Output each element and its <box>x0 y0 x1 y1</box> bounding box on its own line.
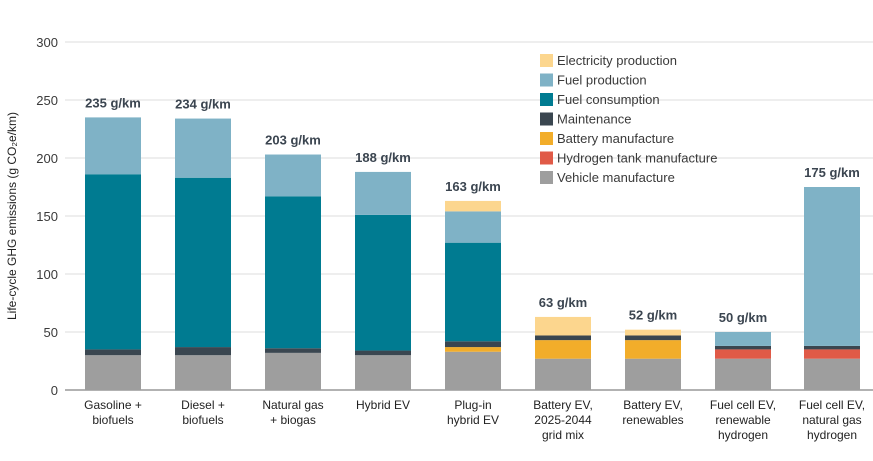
x-category-label: Natural gas + biogas <box>262 398 323 427</box>
bar-segment <box>715 332 771 346</box>
legend-label: Hydrogen tank manufacture <box>557 151 717 166</box>
legend-label: Fuel production <box>557 73 647 88</box>
legend: Electricity production Fuel production Fue… <box>540 53 717 185</box>
legend-swatch <box>540 54 553 67</box>
bar-segment <box>175 118 231 178</box>
legend-swatch <box>540 171 553 184</box>
legend-label: Electricity production <box>557 53 677 68</box>
bar-segment <box>445 211 501 243</box>
x-category-label: Fuel cell EV, renewable hydrogen <box>710 398 776 442</box>
y-axis-ticks: 0 50 100 150 200 250 300 <box>36 35 58 398</box>
bar-segment <box>535 340 591 359</box>
legend-label: Battery manufacture <box>557 131 674 146</box>
bar-segment <box>175 355 231 390</box>
bar-segment <box>804 349 860 359</box>
y-tick-label: 50 <box>44 325 58 340</box>
legend-label: Fuel consumption <box>557 92 660 107</box>
bar-segment <box>355 350 411 356</box>
total-label: 235 g/km <box>85 95 141 110</box>
bar-segment <box>625 340 681 359</box>
bar-segment <box>265 348 321 353</box>
legend-swatch <box>540 151 553 165</box>
legend-swatch <box>540 93 553 106</box>
bar-segment <box>535 358 591 390</box>
bar-segment <box>535 316 591 336</box>
x-category-label: Fuel cell EV, natural gas hydrogen <box>799 398 865 442</box>
total-label: 63 g/km <box>539 295 587 310</box>
legend-swatch <box>540 112 553 126</box>
bar-segment <box>445 347 501 352</box>
bar-segment <box>175 177 231 348</box>
bar-segment <box>445 341 501 348</box>
x-category-label: Gasoline + biofuels <box>84 398 142 427</box>
bar-segment <box>355 171 411 215</box>
bar-segment <box>625 335 681 341</box>
bar-segment <box>265 196 321 349</box>
bar-segment <box>804 345 860 350</box>
bar-segment <box>625 358 681 390</box>
bar-segment <box>85 117 141 175</box>
bar-segment <box>535 335 591 341</box>
y-tick-label: 250 <box>36 93 58 108</box>
bar-segment <box>355 214 411 351</box>
bar-segment <box>625 329 681 336</box>
legend-label: Vehicle manufacture <box>557 170 675 185</box>
total-label: 175 g/km <box>804 165 860 180</box>
y-axis-label: Life-cycle GHG emissions (g CO₂e/km) <box>5 112 19 320</box>
bar-segment <box>445 351 501 390</box>
total-labels: 235 g/km 234 g/km 203 g/km 188 g/km 163 g/km… <box>85 95 860 325</box>
bar-segment <box>715 349 771 359</box>
bar-segment <box>355 355 411 390</box>
total-label: 188 g/km <box>355 150 411 165</box>
total-label: 234 g/km <box>175 97 231 112</box>
x-category-label: Battery EV, 2025-2044 grid mix <box>533 398 593 442</box>
bar-segment <box>715 345 771 350</box>
y-tick-label: 150 <box>36 209 58 224</box>
bars <box>85 117 860 390</box>
y-tick-label: 200 <box>36 151 58 166</box>
bar-segment <box>265 352 321 390</box>
legend-swatch <box>540 132 553 145</box>
bar-segment <box>85 174 141 350</box>
bar-segment <box>445 242 501 342</box>
total-label: 52 g/km <box>629 308 677 323</box>
bar-segment <box>804 358 860 390</box>
legend-label: Maintenance <box>557 112 631 127</box>
legend-swatch <box>540 73 553 87</box>
total-label: 163 g/km <box>445 179 501 194</box>
x-category-label: Hybrid EV <box>356 398 410 412</box>
bar-segment <box>85 355 141 390</box>
bar-segment <box>85 349 141 356</box>
total-label: 50 g/km <box>719 310 767 325</box>
bar-segment <box>804 187 860 346</box>
x-category-label: Battery EV, renewables <box>622 398 683 427</box>
y-tick-label: 0 <box>51 383 58 398</box>
x-axis-categories: Gasoline + biofuels Diesel + biofuels Natura… <box>84 398 865 442</box>
bar-segment <box>715 358 771 390</box>
y-tick-label: 300 <box>36 35 58 50</box>
bar-segment <box>175 347 231 356</box>
y-tick-label: 100 <box>36 267 58 282</box>
bar-segment <box>265 154 321 197</box>
x-category-label: Diesel + biofuels <box>181 398 225 427</box>
total-label: 203 g/km <box>265 133 321 148</box>
x-category-label: Plug-in hybrid EV <box>447 398 499 427</box>
bar-segment <box>445 200 501 212</box>
